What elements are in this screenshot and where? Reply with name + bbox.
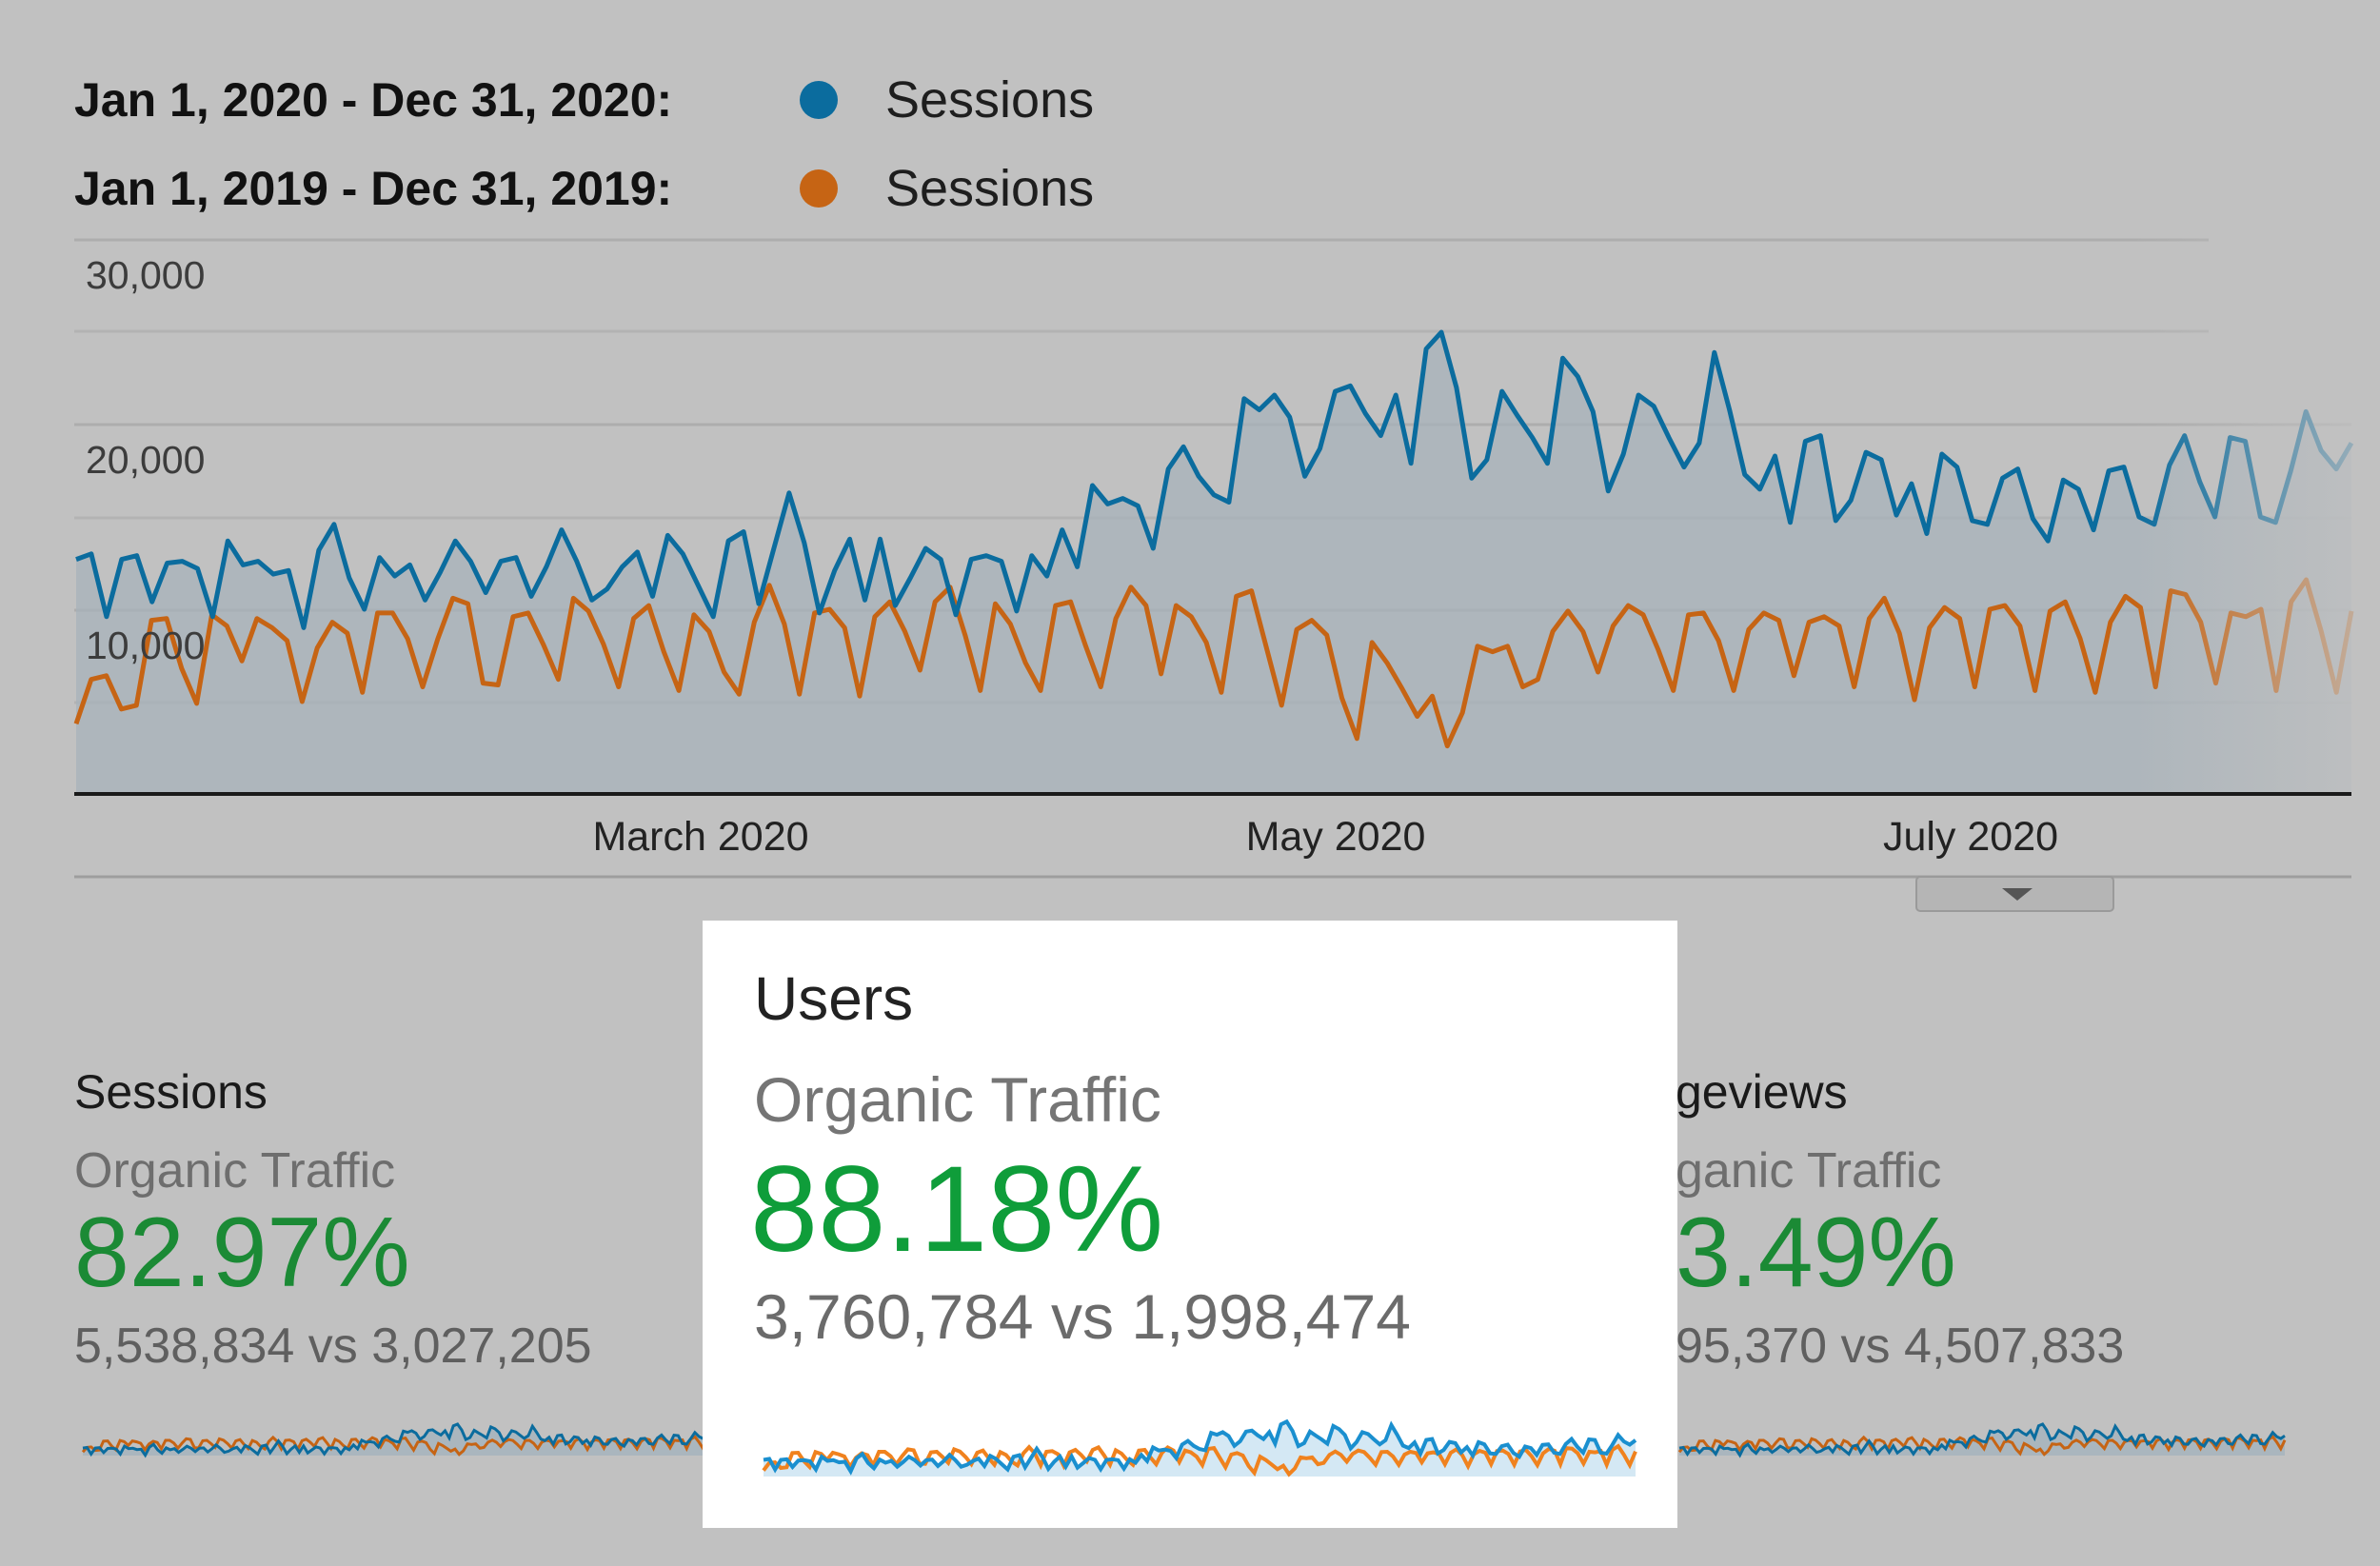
- sessions-2020-line[interactable]: [75, 329, 2354, 630]
- range-scroll-handle[interactable]: [1915, 876, 2114, 912]
- metric-subtitle: Organic Traffic: [74, 1143, 396, 1199]
- legend-date-range: Jan 1, 2020 - Dec 31, 2020:: [74, 73, 673, 127]
- pageviews-metric[interactable]: geviews ganic Traffic 3.49% 95,370 vs 4,…: [1676, 1064, 2124, 1375]
- x-tick-label: March 2020: [592, 814, 808, 860]
- legend-dot-orange: [800, 169, 838, 208]
- metric-percent-change: 3.49%: [1676, 1198, 1956, 1308]
- chart-fade-overlay: [2132, 238, 2380, 795]
- sessions-sparkline: [81, 1422, 709, 1458]
- y-tick-label: 20,000: [86, 438, 205, 482]
- x-tick-label: May 2020: [1246, 814, 1426, 860]
- chevron-down-icon[interactable]: [2002, 888, 2033, 901]
- sparkline-2019: [81, 1435, 709, 1457]
- metric-title: Sessions: [74, 1065, 268, 1119]
- metric-comparison: 95,370 vs 4,507,833: [1676, 1318, 2125, 1374]
- sessions-line-chart[interactable]: 30,000 20,000 10,000 March 2020 May 2020…: [0, 209, 2380, 933]
- sparkline-2020: [763, 1418, 1637, 1476]
- sparkline-2019: [762, 1443, 1637, 1477]
- y-tick-label: 10,000: [86, 624, 205, 667]
- metric-percent-change: 82.97%: [74, 1198, 410, 1308]
- sparkline-area: [1679, 1424, 2285, 1456]
- metric-comparison: 3,760,784 vs 1,998,474: [754, 1281, 1411, 1352]
- sparkline-2020: [82, 1422, 708, 1458]
- y-tick-label: 30,000: [86, 253, 205, 297]
- legend-row-2020: Jan 1, 2020 - Dec 31, 2020: Sessions: [74, 71, 1094, 129]
- metric-comparison: 5,538,834 vs 3,027,205: [74, 1318, 592, 1374]
- legend-series-label: Sessions: [885, 71, 1095, 129]
- metric-title: Users: [754, 964, 914, 1033]
- legend-row-2019: Jan 1, 2019 - Dec 31, 2019: Sessions: [74, 160, 1094, 217]
- users-metric-card[interactable]: Users Organic Traffic 88.18% 3,760,784 v…: [703, 921, 1677, 1528]
- sessions-2020-area: [76, 332, 2351, 794]
- x-tick-label: July 2020: [1883, 814, 2058, 860]
- legend-dot-blue: [800, 81, 838, 119]
- sparkline-2020: [1678, 1422, 2286, 1458]
- sessions-2019-line[interactable]: [73, 577, 2354, 749]
- sparkline-area: [83, 1424, 707, 1456]
- legend-date-range: Jan 1, 2019 - Dec 31, 2019:: [74, 162, 673, 215]
- pageviews-sparkline: [1677, 1422, 2287, 1458]
- sparkline-2019: [1677, 1435, 2287, 1457]
- metric-percent-change: 88.18%: [750, 1141, 1164, 1278]
- metric-subtitle: Organic Traffic: [754, 1064, 1161, 1135]
- legend-series-label: Sessions: [885, 160, 1095, 217]
- metric-title: geviews: [1676, 1065, 1848, 1119]
- sessions-metric[interactable]: Sessions Organic Traffic 82.97% 5,538,83…: [74, 1064, 592, 1375]
- users-sparkline: [762, 1418, 1637, 1477]
- metric-subtitle: ganic Traffic: [1676, 1143, 1942, 1199]
